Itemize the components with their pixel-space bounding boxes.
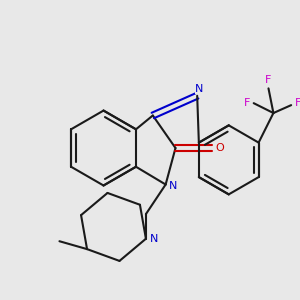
Text: N: N xyxy=(169,182,178,191)
Text: F: F xyxy=(295,98,300,108)
Text: F: F xyxy=(244,98,250,108)
Text: N: N xyxy=(195,84,203,94)
Text: O: O xyxy=(215,143,224,153)
Text: F: F xyxy=(265,76,272,85)
Text: N: N xyxy=(150,234,158,244)
